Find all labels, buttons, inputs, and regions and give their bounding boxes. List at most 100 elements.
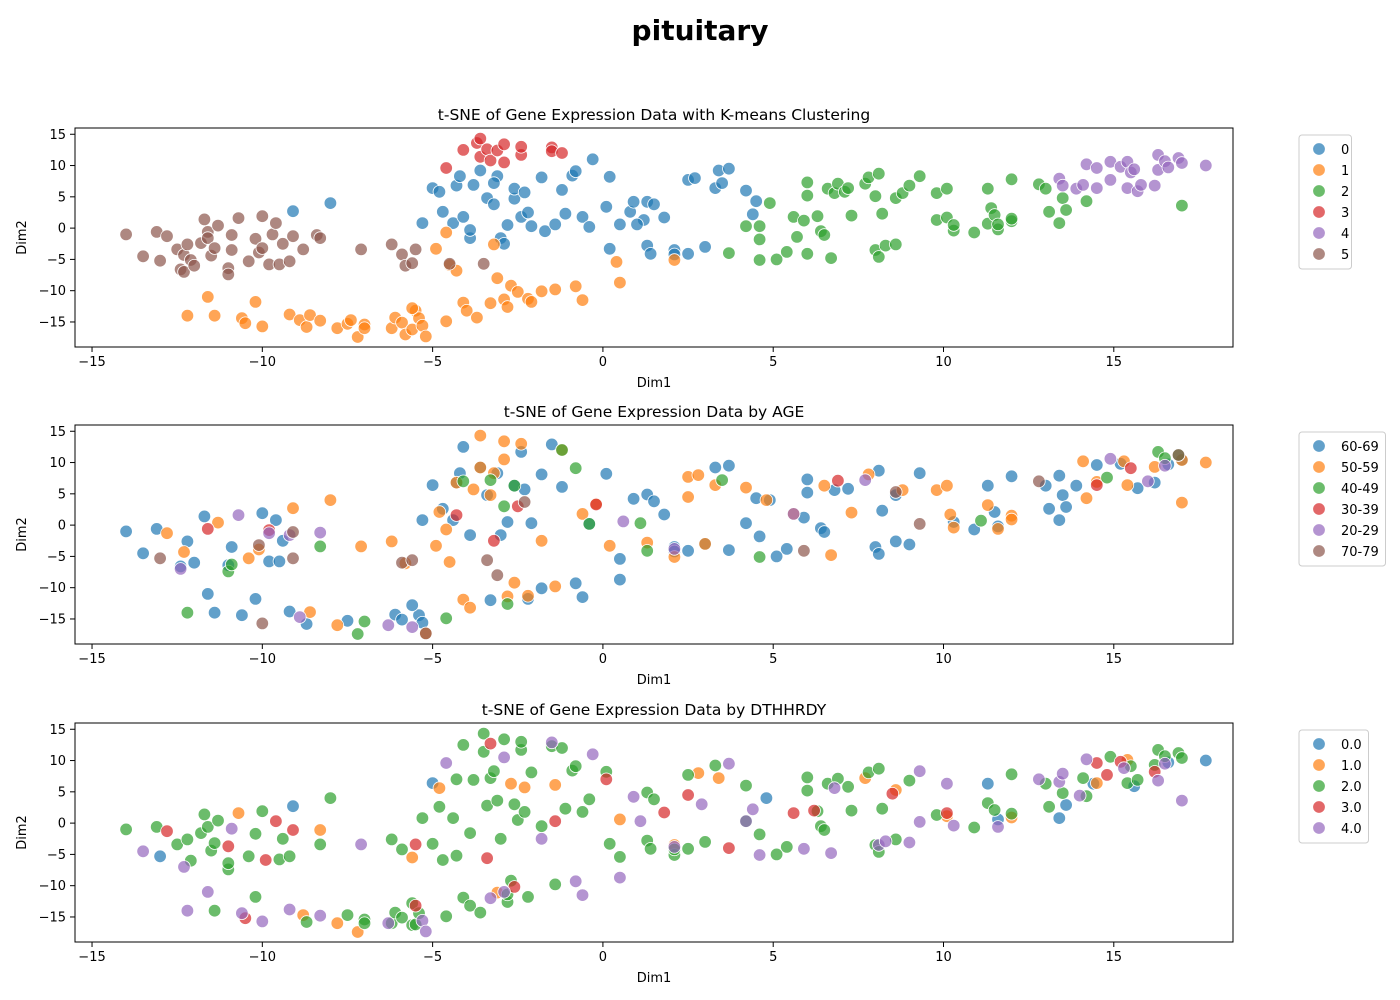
point-4.0	[947, 818, 961, 833]
point-20-29	[1141, 474, 1155, 489]
x-tick-label: −10	[249, 950, 276, 965]
point-0	[569, 164, 583, 178]
point-2	[800, 188, 815, 203]
point-3	[473, 131, 488, 146]
point-1	[609, 255, 624, 269]
y-tick-label: 0	[58, 519, 66, 534]
x-tick-label: 15	[1106, 355, 1123, 370]
point-1	[344, 313, 358, 327]
point-50-59	[981, 498, 995, 512]
point-2.0	[299, 915, 314, 929]
point-2.0	[752, 827, 767, 842]
point-60-69	[1004, 469, 1019, 484]
point-60-69	[415, 513, 430, 527]
point-1	[487, 237, 501, 252]
point-3.0	[548, 814, 562, 828]
point-2.0	[524, 765, 539, 780]
point-4.0	[497, 750, 511, 765]
point-1	[490, 271, 505, 285]
point-2	[902, 178, 917, 193]
point-4.0	[695, 797, 709, 812]
point-60-69	[613, 572, 627, 587]
point-2	[722, 246, 736, 260]
y-axis-label: Dim2	[15, 220, 30, 255]
point-1	[667, 253, 682, 267]
point-0	[415, 216, 430, 230]
point-70-79	[889, 485, 903, 499]
point-3.0	[681, 788, 695, 802]
point-50-59	[1175, 495, 1189, 510]
point-2.0	[466, 773, 481, 787]
point-2	[752, 253, 767, 267]
point-5	[408, 242, 423, 257]
point-1	[419, 329, 433, 344]
point-0	[715, 176, 729, 190]
point-3.0	[722, 841, 736, 855]
point-5	[354, 242, 368, 257]
point-4.0	[1032, 772, 1046, 787]
y-tick-label: −10	[39, 284, 66, 299]
point-4.0	[1151, 773, 1165, 788]
point-0	[534, 170, 549, 185]
point-0	[643, 247, 658, 261]
point-3.0	[483, 736, 498, 751]
point-5	[313, 231, 327, 245]
y-tick-label: 0	[58, 817, 66, 832]
point-50-59	[1004, 512, 1019, 527]
point-2.0	[575, 805, 590, 819]
point-60-69	[1042, 502, 1056, 516]
point-60-69	[569, 576, 583, 591]
point-40-49	[582, 517, 597, 531]
point-2.0	[1042, 800, 1056, 814]
point-5	[282, 254, 297, 268]
point-4.0	[255, 914, 269, 929]
point-2	[1004, 172, 1019, 187]
point-60-69	[647, 494, 661, 509]
point-2	[1038, 181, 1053, 196]
point-2	[841, 181, 855, 195]
legend-marker	[1312, 460, 1326, 474]
point-4	[1147, 178, 1162, 193]
x-tick-label: 15	[1106, 950, 1123, 965]
point-50-59	[323, 493, 338, 507]
point-70-79	[517, 495, 532, 509]
point-50-59	[466, 482, 481, 497]
legend-marker	[1312, 142, 1326, 156]
point-2.0	[1130, 773, 1145, 787]
point-60-69	[395, 612, 409, 627]
point-50-59	[943, 507, 958, 522]
y-tick-label: 10	[49, 754, 66, 769]
legend-marker	[1312, 502, 1326, 516]
point-1.0	[330, 916, 345, 930]
point-4.0	[354, 837, 368, 852]
point-2.0	[1004, 807, 1019, 821]
point-1	[470, 310, 484, 325]
point-50-59	[940, 479, 954, 493]
point-3.0	[221, 839, 236, 854]
point-40-49	[313, 539, 327, 554]
point-70-79	[1171, 448, 1186, 462]
point-3.0	[259, 853, 273, 867]
legend-marker	[1312, 523, 1326, 537]
point-3.0	[269, 814, 283, 828]
point-2.0	[1076, 771, 1090, 785]
point-1.0	[405, 850, 419, 865]
point-60-69	[463, 528, 477, 542]
legend: 0 1 2 3 4 5	[1298, 134, 1352, 270]
point-2	[817, 228, 832, 242]
point-2.0	[241, 849, 256, 864]
legend-label: 3.0	[1341, 801, 1362, 816]
point-0	[487, 176, 501, 190]
point-4.0	[224, 822, 239, 836]
legend-label: 70-79	[1341, 545, 1379, 560]
point-4	[1090, 181, 1104, 195]
point-4	[1175, 156, 1189, 170]
point-1	[238, 316, 253, 330]
point-60-69	[913, 466, 927, 480]
point-0	[626, 195, 641, 209]
point-50-59	[521, 589, 535, 603]
point-1.0	[548, 778, 562, 792]
point-2	[797, 213, 811, 228]
y-tick-label: 15	[49, 128, 66, 143]
points-layer	[119, 726, 1213, 939]
